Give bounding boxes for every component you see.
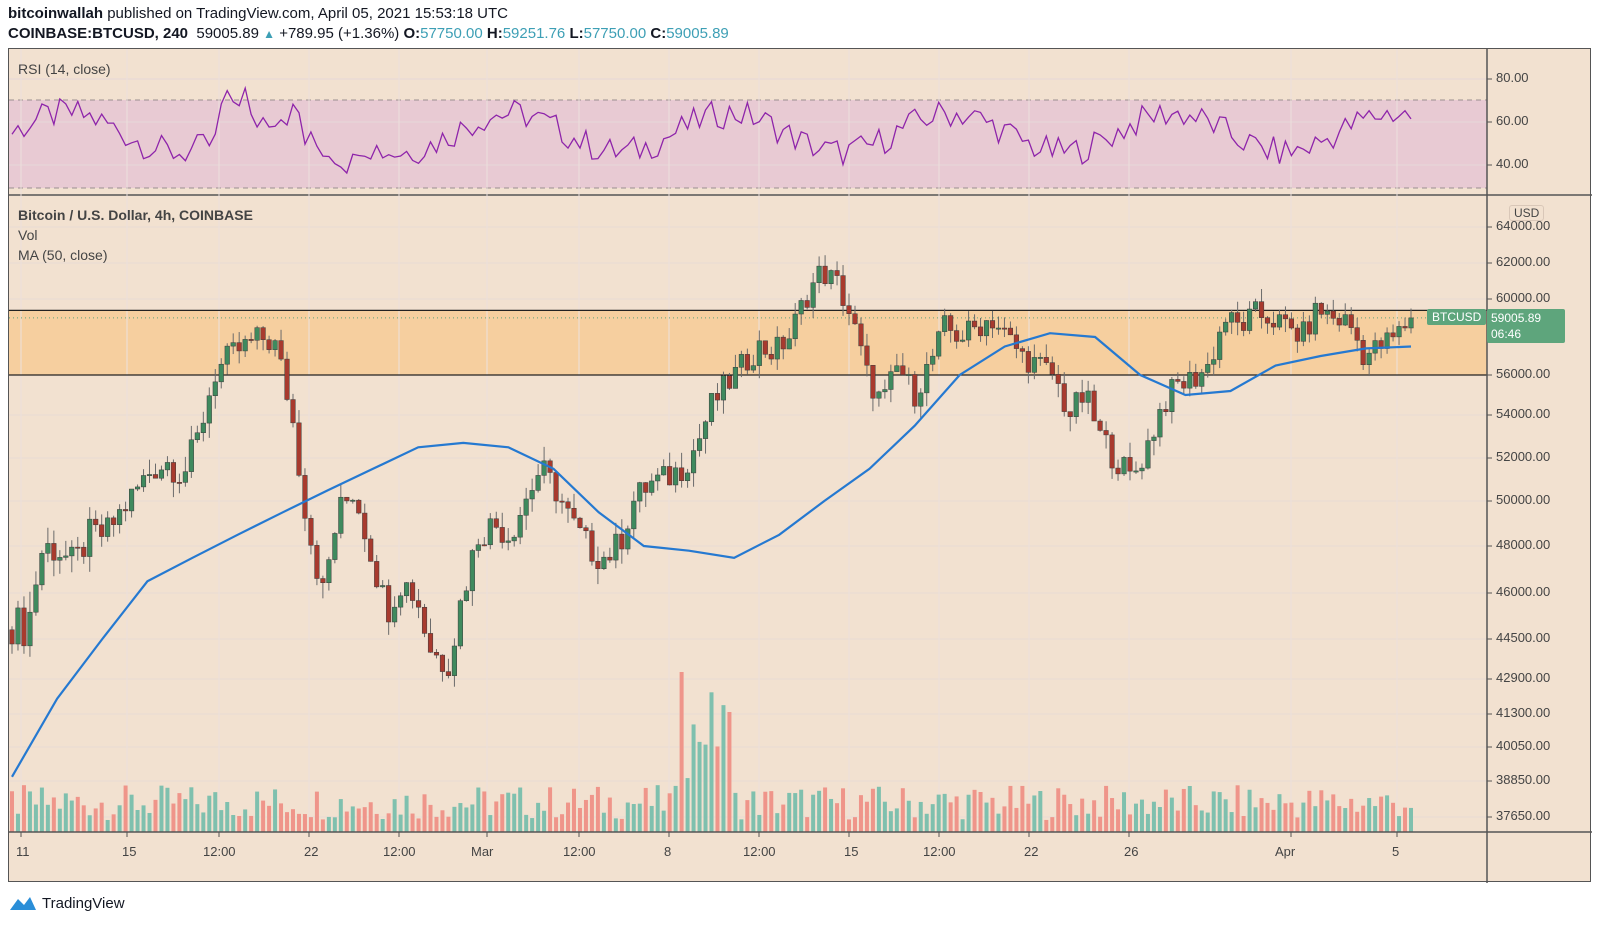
close-label: C:	[650, 25, 667, 42]
rsi-title: RSI (14, close)	[18, 61, 111, 77]
tradingview-logo-icon	[10, 897, 36, 910]
price-tick-label: 46000.00	[1496, 584, 1551, 599]
time-tick-label: 11	[16, 844, 30, 859]
price-change: +789.95 (+1.36%)	[279, 25, 400, 42]
price-tick-label: 56000.00	[1496, 366, 1551, 381]
last-price: 59005.89	[196, 25, 259, 42]
tradingview-brand[interactable]: TradingView	[8, 894, 125, 912]
price-tick-label: 54000.00	[1496, 406, 1551, 421]
time-tick-label: 22	[1024, 844, 1039, 859]
price-tag-value: 59005.89	[1491, 311, 1542, 325]
price-tick-label: 64000.00	[1496, 218, 1551, 233]
price-tick-label: 44500.00	[1496, 630, 1551, 645]
time-tick-label: Apr	[1275, 844, 1296, 859]
time-tick-label: 12:00	[383, 844, 416, 859]
time-tick-label: 5	[1392, 844, 1400, 859]
published-text: published on TradingView.com, April 05, …	[107, 5, 508, 22]
price-tick-label: 48000.00	[1496, 537, 1551, 552]
open-label: O:	[403, 25, 421, 42]
open-value: 57750.00	[420, 25, 483, 42]
price-tick-label: 52000.00	[1496, 449, 1551, 464]
time-tick-label: 12:00	[743, 844, 776, 859]
up-triangle-icon: ▲	[263, 27, 276, 41]
price-tick-label: 38850.00	[1496, 772, 1551, 787]
time-tick-label: 22	[304, 844, 319, 859]
price-tick-label: 42900.00	[1496, 670, 1551, 685]
time-tick-label: 15	[844, 844, 859, 859]
time-tick-label: 12:00	[923, 844, 956, 859]
ma-label: MA (50, close)	[18, 247, 108, 263]
price-tick-label: 62000.00	[1496, 254, 1551, 269]
low-label: L:	[569, 25, 584, 42]
chart-frame[interactable]: RSI (14, close) Bitcoin / U.S. Dollar, 4…	[8, 48, 1592, 883]
rsi-tick-label: 80.00	[1496, 70, 1529, 85]
time-tick-label: 15	[122, 844, 137, 859]
last-price-tag: 59005.89 06:46	[1487, 309, 1565, 343]
bar-countdown: 06:46	[1491, 327, 1522, 341]
low-value: 57750.00	[583, 25, 647, 42]
symbol-label: COINBASE:BTCUSD, 240	[8, 25, 189, 42]
price-tick-label: 50000.00	[1496, 492, 1551, 507]
close-value: 59005.89	[666, 25, 729, 42]
rsi-tick-label: 40.00	[1496, 156, 1529, 171]
price-tick-label: 41300.00	[1496, 705, 1551, 720]
ohlc-legend: COINBASE:BTCUSD, 240 59005.89 ▲ +789.95 …	[8, 25, 729, 43]
main-title: Bitcoin / U.S. Dollar, 4h, COINBASE	[18, 207, 253, 223]
time-tick-label: 8	[664, 844, 672, 859]
symbol-price-tag: BTCUSD	[1427, 309, 1487, 325]
high-label: H:	[486, 25, 503, 42]
brand-name: TradingView	[42, 894, 125, 912]
price-tick-label: 60000.00	[1496, 290, 1551, 305]
rsi-tick-label: 60.00	[1496, 113, 1529, 128]
price-tick-label: 37650.00	[1496, 808, 1551, 823]
time-tick-label: 26	[1124, 844, 1139, 859]
currency-label[interactable]: USD	[1509, 205, 1545, 221]
author-name: bitcoinwallah	[8, 5, 104, 22]
price-tick-label: 40050.00	[1496, 738, 1551, 753]
high-value: 59251.76	[502, 25, 566, 42]
vol-label: Vol	[18, 227, 38, 243]
time-tick-label: 12:00	[203, 844, 236, 859]
time-tick-label: Mar	[471, 844, 494, 859]
chart-canvas[interactable]	[9, 49, 1592, 883]
publish-info: bitcoinwallah published on TradingView.c…	[8, 5, 508, 23]
time-tick-label: 12:00	[563, 844, 596, 859]
